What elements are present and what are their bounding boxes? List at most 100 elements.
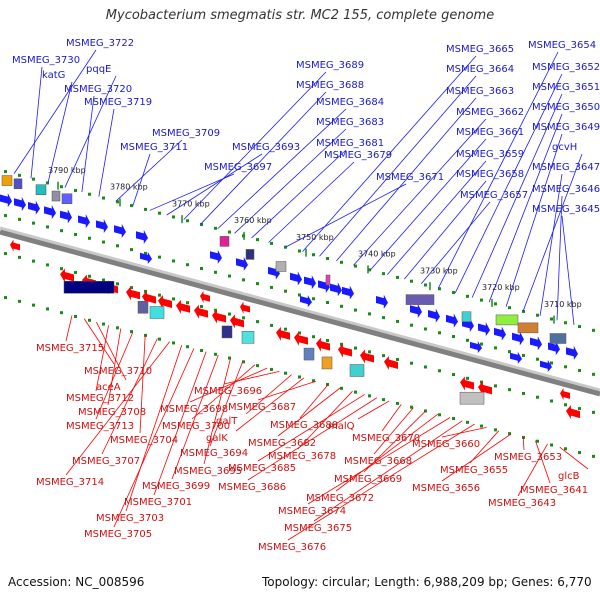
outer-reverse-tick bbox=[228, 356, 231, 360]
inner-forward-tick bbox=[46, 225, 49, 229]
inner-reverse-tick bbox=[284, 327, 287, 331]
forward-gene-label: katG bbox=[42, 70, 65, 81]
forward-label-line bbox=[47, 81, 73, 184]
reverse-label-line bbox=[559, 446, 589, 470]
outer-forward-tick bbox=[536, 313, 539, 317]
outer-forward-tick bbox=[116, 200, 119, 204]
reverse-gene-label: galT bbox=[216, 416, 238, 427]
outer-forward-tick bbox=[564, 321, 567, 325]
reverse-gene-label: MSMEG_3708 bbox=[78, 407, 146, 418]
forward-label-line bbox=[319, 75, 477, 257]
inner-reverse-tick bbox=[102, 278, 105, 282]
forward-gene-arrow bbox=[114, 223, 126, 238]
outer-reverse-tick bbox=[284, 371, 287, 375]
outer-reverse-tick bbox=[564, 447, 567, 451]
reverse-feature-block bbox=[349, 364, 365, 377]
reverse-gene-label: MSMEG_3656 bbox=[412, 483, 480, 494]
forward-feature-block bbox=[517, 322, 539, 334]
forward-gene-label: MSMEG_3693 bbox=[232, 142, 300, 153]
inner-reverse-tick bbox=[158, 293, 161, 297]
forward-label-line bbox=[183, 71, 327, 220]
reverse-gene-arrow bbox=[158, 294, 172, 309]
reverse-gene-label: MSMEG_3669 bbox=[334, 474, 402, 485]
inner-forward-tick bbox=[228, 274, 231, 278]
inner-reverse-tick bbox=[298, 331, 301, 335]
outer-reverse-tick bbox=[242, 360, 245, 364]
label-lines-layer bbox=[13, 49, 589, 541]
reverse-label-line bbox=[313, 420, 463, 522]
forward-label-line bbox=[149, 173, 235, 211]
outer-forward-tick bbox=[200, 223, 203, 226]
reverse-feature-block bbox=[241, 331, 255, 344]
forward-gene-label: MSMEG_3684 bbox=[316, 97, 384, 108]
outer-forward-tick bbox=[550, 317, 553, 321]
inner-reverse-tick bbox=[354, 346, 357, 350]
inner-forward-tick bbox=[116, 244, 119, 248]
forward-gene-label: MSMEG_3722 bbox=[66, 38, 134, 49]
forward-label-line bbox=[387, 160, 487, 275]
outer-forward-tick bbox=[228, 230, 231, 234]
forward-gene-arrow bbox=[60, 209, 72, 224]
outer-reverse-tick bbox=[480, 424, 483, 428]
forward-gene-arrow bbox=[300, 295, 312, 308]
outer-forward-tick bbox=[130, 204, 133, 208]
forward-gene-arrow bbox=[470, 341, 482, 354]
inner-forward-tick bbox=[438, 331, 441, 335]
forward-gene-label: MSMEG_3650 bbox=[532, 102, 600, 113]
outer-reverse-tick bbox=[4, 296, 7, 300]
outer-reverse-tick bbox=[298, 375, 301, 379]
inner-reverse-tick bbox=[200, 305, 203, 308]
scale-tick-label: 3740 kbp bbox=[358, 250, 396, 259]
forward-feature-block bbox=[13, 178, 23, 190]
reverse-gene-label: MSMEG_3660 bbox=[412, 439, 480, 450]
forward-gene-arrow bbox=[410, 303, 422, 318]
forward-label-line bbox=[370, 138, 487, 271]
inner-forward-tick bbox=[354, 308, 357, 312]
forward-label-line bbox=[251, 149, 347, 239]
reverse-gene-arrow bbox=[240, 301, 250, 314]
forward-label-line bbox=[268, 161, 355, 243]
outer-forward-tick bbox=[74, 188, 77, 192]
outer-reverse-tick bbox=[438, 413, 441, 417]
outer-reverse-tick bbox=[200, 349, 203, 352]
reverse-label-line bbox=[113, 348, 195, 528]
reverse-label-line bbox=[95, 331, 134, 420]
reverse-gene-label: MSMEG_3676 bbox=[258, 542, 326, 553]
forward-feature-block bbox=[549, 333, 567, 344]
inner-reverse-tick bbox=[578, 407, 581, 411]
scale-tick-label: 3760 kbp bbox=[234, 216, 272, 225]
inner-forward-tick bbox=[480, 342, 483, 346]
outer-forward-tick bbox=[102, 196, 105, 200]
forward-gene-label: MSMEG_3719 bbox=[84, 97, 152, 108]
forward-label-line bbox=[336, 97, 477, 262]
backbone-layer bbox=[0, 226, 600, 397]
reverse-gene-arrow bbox=[316, 337, 330, 352]
forward-label-line bbox=[561, 215, 575, 326]
reverse-gene-label: MSMEG_3678 bbox=[268, 451, 336, 462]
inner-reverse-tick bbox=[550, 399, 553, 403]
outer-forward-tick bbox=[494, 302, 497, 306]
outer-reverse-tick bbox=[396, 401, 399, 405]
reverse-feature-block bbox=[63, 281, 115, 294]
reverse-gene-label: glcB bbox=[558, 471, 580, 482]
reverse-gene-label: MSMEG_3686 bbox=[218, 482, 286, 493]
outer-forward-tick bbox=[578, 325, 581, 329]
forward-feature-block bbox=[405, 294, 435, 305]
inner-forward-tick bbox=[74, 232, 77, 236]
forward-feature-block bbox=[245, 249, 255, 260]
outer-forward-tick bbox=[256, 238, 259, 242]
reverse-label-line bbox=[139, 335, 146, 434]
reverse-label-line bbox=[257, 394, 365, 462]
reverse-gene-label: MSMEG_3670 bbox=[352, 433, 420, 444]
reverse-gene-label: MSMEG_3655 bbox=[440, 465, 508, 476]
forward-gene-label: gcvH bbox=[552, 142, 577, 153]
forward-label-line bbox=[115, 139, 183, 202]
inner-reverse-tick bbox=[326, 339, 329, 343]
reverse-gene-label: MSMEG_3643 bbox=[488, 498, 556, 509]
reverse-label-line bbox=[203, 358, 231, 465]
reverse-label-line bbox=[223, 371, 280, 385]
forward-gene-label: MSMEG_3651 bbox=[532, 82, 600, 93]
inner-reverse-tick bbox=[424, 365, 427, 369]
inner-forward-tick bbox=[550, 361, 553, 365]
